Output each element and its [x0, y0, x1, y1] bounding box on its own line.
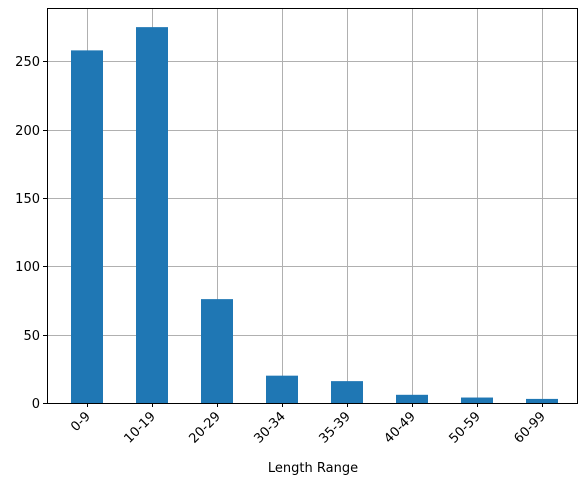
y-tick-label: 50 [23, 329, 40, 344]
bar [136, 27, 168, 403]
x-ticks: 0-9 10-19 20-29 30-34 35-39 40-49 50-59 60-99 [68, 403, 549, 447]
y-tick-label: 200 [15, 124, 40, 139]
bar [461, 397, 493, 403]
axes [47, 8, 578, 404]
bar [71, 50, 103, 404]
bar [526, 398, 558, 403]
x-tick-label: 60-99 [512, 409, 549, 446]
y-tick-label: 0 [32, 397, 40, 412]
x-tick-label: 35-39 [317, 409, 354, 446]
x-tick-label: 20-29 [187, 409, 224, 446]
x-tick-label: 10-19 [122, 409, 159, 446]
x-tick-label: 0-9 [68, 409, 94, 435]
plot-frame [47, 8, 578, 404]
bar [396, 394, 428, 403]
bar [331, 381, 363, 403]
bar [266, 375, 298, 403]
x-tick-label: 40-49 [382, 409, 419, 446]
x-axis-title: Length Range [268, 461, 358, 476]
grid-lines [47, 8, 578, 404]
y-tick-label: 250 [15, 55, 40, 70]
y-ticks: 0 50 100 150 200 250 [15, 55, 47, 412]
x-tick-label: 30-34 [252, 409, 289, 446]
bars [71, 27, 558, 404]
x-tick-label: 50-59 [447, 409, 484, 446]
y-tick-label: 100 [15, 260, 40, 275]
bar [201, 299, 233, 403]
y-tick-label: 150 [15, 192, 40, 207]
